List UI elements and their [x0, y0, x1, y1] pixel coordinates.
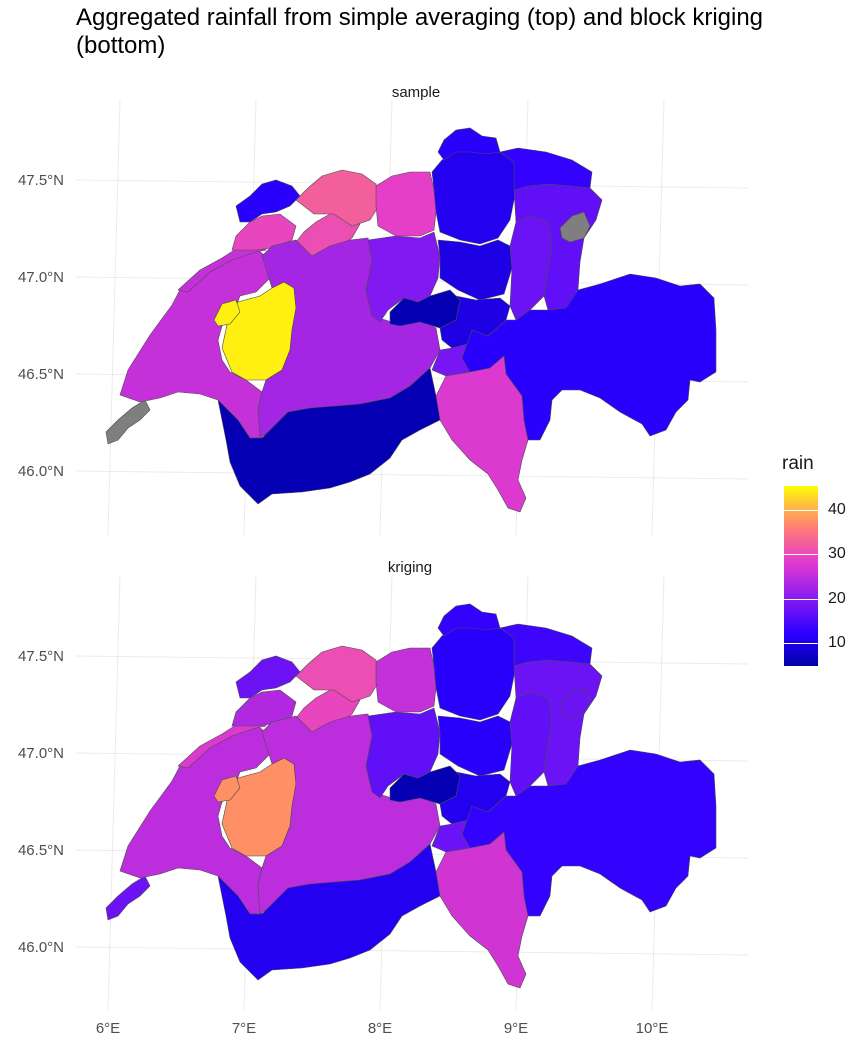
region-thurgau: [499, 623, 593, 667]
region-geneva: [105, 399, 151, 445]
region-appenzell: [559, 687, 591, 719]
region-fribourg-enclave: [213, 299, 241, 327]
facet-label-kriging: kriging: [387, 559, 433, 576]
region-appenzell: [559, 211, 591, 243]
region-glarus: [509, 215, 553, 321]
region-valais: [217, 843, 441, 981]
map-panels: [105, 127, 717, 989]
x-tick-label: 10°E: [636, 1020, 669, 1037]
region-jura: [231, 213, 297, 251]
x-tick-label: 8°E: [368, 1020, 392, 1037]
y-axis-labels: 47.5°N 47.0°N 46.5°N 46.0°N 47.5°N 47.0°N 46.5…: [18, 172, 64, 956]
region-ticino: [435, 355, 529, 513]
legend-tickmark: [784, 643, 818, 644]
x-tick-label: 6°E: [96, 1020, 120, 1037]
region-ticino: [435, 831, 529, 989]
y-tick-label: 46.0°N: [18, 463, 64, 480]
color-legend: rain 40 30 20 10: [780, 453, 854, 673]
graticule-parallel: [75, 470, 749, 480]
legend-tickmark: [784, 599, 818, 600]
region-zug: [437, 715, 513, 777]
y-tick-label: 46.0°N: [18, 939, 64, 956]
map-panel-sample: [105, 127, 717, 513]
chart-title: Aggregated rainfall from simple averagin…: [76, 4, 764, 59]
x-axis-labels: 6°E 7°E 8°E 9°E 10°E: [96, 1020, 669, 1037]
region-valais: [217, 367, 441, 505]
region-aargau: [375, 647, 437, 713]
facet-label-sample: sample: [391, 84, 441, 101]
legend-tickmark: [784, 554, 818, 555]
x-tick-label: 7°E: [232, 1020, 256, 1037]
legend-tick-label: 40: [828, 501, 846, 518]
legend-colorbar: [784, 486, 818, 666]
region-jura: [231, 689, 297, 727]
graticule-meridian: [107, 575, 121, 1012]
region-zug: [437, 239, 513, 301]
x-tick-label: 9°E: [504, 1020, 528, 1037]
region-zurich: [431, 149, 517, 245]
y-tick-label: 47.0°N: [18, 269, 64, 286]
legend-tickmark: [784, 510, 818, 511]
region-aargau: [375, 171, 437, 237]
region-schaffhausen: [437, 127, 501, 161]
legend-title: rain: [782, 453, 814, 474]
legend-tick-label: 30: [828, 545, 846, 562]
y-tick-label: 47.0°N: [18, 745, 64, 762]
region-glarus: [509, 691, 553, 797]
y-tick-label: 46.5°N: [18, 842, 64, 859]
region-schaffhausen: [437, 603, 501, 637]
map-panel-kriging: [105, 603, 717, 989]
region-fribourg-enclave: [213, 775, 241, 803]
y-tick-label: 47.5°N: [18, 172, 64, 189]
graticule-parallel: [75, 946, 749, 956]
legend-tick-label: 10: [828, 634, 846, 651]
region-thurgau: [499, 147, 593, 191]
y-tick-label: 47.5°N: [18, 648, 64, 665]
region-basel: [235, 179, 301, 223]
region-unterwalden: [389, 765, 461, 805]
region-basel: [235, 655, 301, 699]
region-zurich: [431, 625, 517, 721]
graticule-meridian: [107, 99, 121, 536]
region-unterwalden: [389, 289, 461, 329]
legend-tick-label: 20: [828, 590, 846, 607]
region-geneva: [105, 875, 151, 921]
y-tick-label: 46.5°N: [18, 366, 64, 383]
